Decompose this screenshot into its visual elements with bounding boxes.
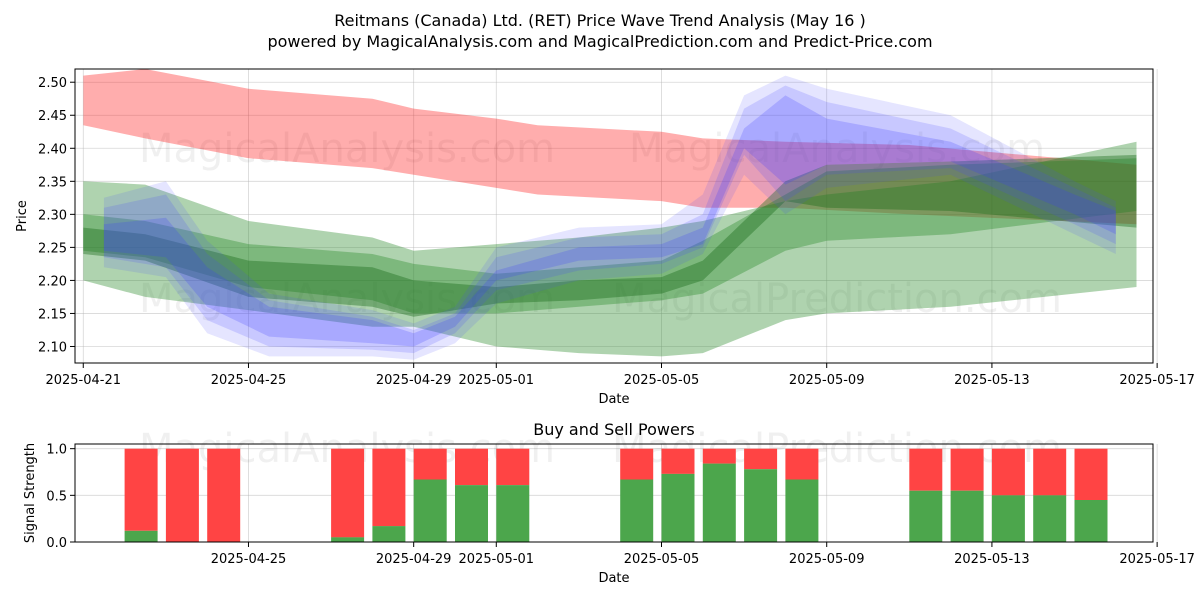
buy-bar-13 [909,490,943,542]
sell-bar-9 [661,448,695,474]
top-y-tick-label-5: 2.35 [38,175,67,190]
sell-bar-2 [207,448,241,542]
top-x-tick-label-5: 2025-05-09 [789,373,865,388]
buy-bar-15 [991,495,1025,542]
top-y-tick-label-7: 2.45 [38,109,67,124]
top-x-axis-label: Date [598,392,629,407]
buy-bar-9 [661,473,695,542]
buy-bar-12 [785,479,819,542]
buy-bar-11 [744,469,778,542]
sell-bar-4 [372,448,406,527]
buy-bar-3 [331,537,365,542]
watermark-prediction-top: MagicalAnalysis.com [629,126,1045,172]
top-y-ticks: 2.10 2.15 2.20 2.25 2.30 2.35 2.40 2.45 2.50 [38,76,75,355]
buy-bar-16 [1033,495,1067,542]
sell-bar-0 [124,448,158,531]
watermark-analysis-top: MagicalAnalysis.com [139,126,555,172]
mid-green-band [83,158,1137,314]
buy-bar-8 [620,479,654,542]
top-x-ticks: 2025-04-21 2025-04-25 2025-04-29 2025-05-01… [45,363,1195,388]
light-green-band [83,141,1137,357]
bottom-y-ticks: 0.0 0.5 1.0 [46,443,75,551]
top-y-tick-label-8: 2.50 [38,76,67,91]
bottom-x-tick-label-3: 2025-05-05 [624,552,700,567]
blue-band-1 [103,75,1116,360]
bottom-x-tick-label-0: 2025-04-25 [211,552,287,567]
buy-bar-17 [1074,500,1108,542]
sell-bar-5 [413,448,447,480]
sell-bar-3 [331,448,365,538]
buy-sell-bars [124,448,1108,542]
bottom-chart-title: Buy and Sell Powers [533,420,695,439]
top-x-tick-label-7: 2025-05-17 [1119,373,1195,388]
bottom-y-tick-label-2: 1.0 [46,443,67,458]
buy-bar-4 [372,526,406,542]
buy-bar-10 [702,463,736,542]
top-x-tick-label-1: 2025-04-25 [211,373,287,388]
dark-green-band [83,154,1137,317]
bottom-x-tick-label-6: 2025-05-17 [1119,552,1195,567]
sell-bar-14 [950,448,984,491]
sell-bar-8 [620,448,654,480]
top-x-tick-label-0: 2025-04-21 [45,373,121,388]
watermark-analysis-top-2: MagicalAnalysis.com [139,276,555,322]
blue-band-3 [103,95,1116,347]
top-y-tick-label-1: 2.15 [38,307,67,322]
top-x-tick-label-2: 2025-04-29 [376,373,452,388]
buy-bar-6 [455,485,488,542]
sell-bar-7 [496,448,530,486]
buy-bar-14 [950,490,984,542]
bottom-x-tick-label-2: 2025-05-01 [459,552,535,567]
sell-bar-11 [744,448,778,470]
sell-bar-15 [991,448,1025,496]
sell-bar-1 [165,448,199,542]
top-chart-frame [74,68,1154,364]
bottom-x-tick-label-1: 2025-04-29 [376,552,452,567]
bottom-x-ticks: 2025-04-25 2025-04-29 2025-05-01 2025-05-05… [211,542,1195,567]
top-y-axis-label: Price [15,200,30,232]
top-y-tick-label-3: 2.25 [38,241,67,256]
bottom-y-tick-label-0: 0.0 [46,536,67,551]
top-chart-watermarks: MagicalAnalysis.com MagicalAnalysis.com … [139,126,1062,322]
top-x-tick-label-4: 2025-05-05 [624,373,700,388]
top-y-tick-label-4: 2.30 [38,208,67,223]
sell-bar-6 [455,448,488,486]
top-x-tick-label-3: 2025-05-01 [459,373,535,388]
top-y-tick-label-2: 2.20 [38,274,67,289]
bottom-y-tick-label-1: 0.5 [46,489,67,504]
bottom-x-axis-label: Date [598,571,629,586]
top-chart-grid [75,69,1158,363]
watermark-prediction-top-2: MagicalPrediction.com [612,276,1062,322]
sell-bar-16 [1033,448,1067,496]
price-bands [83,69,1137,360]
chart-title-line2: powered by MagicalAnalysis.com and Magic… [267,32,932,51]
bottom-x-tick-label-4: 2025-05-09 [789,552,865,567]
sell-bar-17 [1074,448,1108,500]
red-band [83,69,1137,225]
chart-title-line1: Reitmans (Canada) Ltd. (RET) Price Wave … [334,11,866,30]
bottom-x-tick-label-5: 2025-05-13 [954,552,1030,567]
buy-bar-5 [413,479,447,542]
bottom-chart-frame [74,443,1154,543]
bottom-y-axis-label: Signal Strength [23,443,38,543]
top-x-tick-label-6: 2025-05-13 [954,373,1030,388]
sell-bar-12 [785,448,819,480]
sell-bar-10 [702,448,736,464]
top-y-tick-label-6: 2.40 [38,142,67,157]
sell-bar-13 [909,448,943,491]
buy-bar-0 [124,530,158,542]
buy-bar-7 [496,485,530,542]
top-y-tick-label-0: 2.10 [38,340,67,355]
blue-band-2 [103,85,1116,354]
